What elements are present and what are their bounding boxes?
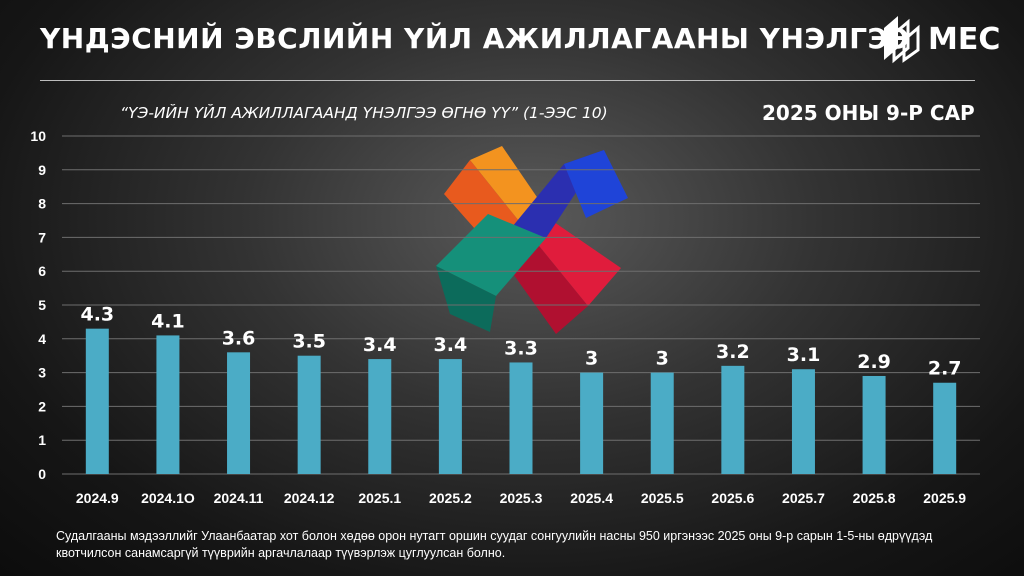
- data-label: 4.3: [80, 304, 114, 326]
- chart-period: 2025 ОНЫ 9-Р САР: [762, 101, 975, 125]
- y-tick-label: 0: [38, 466, 46, 482]
- survey-footnote: Судалгааны мэдээллийг Улаанбаатар хот бо…: [56, 529, 933, 560]
- mec-logo: MEC: [880, 10, 1010, 68]
- x-axis: 2024.9 2024.1O 2024.11 2024.12 2025.1 2025.2 2…: [76, 490, 966, 506]
- x-tick-label: 2025.8: [853, 490, 896, 506]
- data-labels: 4.3 4.1 3.6 3.5 3.4 3.4 3.3 3 3 3.2 3.1 2.9 2.7: [80, 304, 961, 380]
- x-tick-label: 2025.6: [711, 490, 754, 506]
- y-tick-label: 1: [38, 432, 46, 448]
- y-tick-label: 2: [38, 398, 46, 414]
- header-divider: [40, 80, 975, 81]
- bar: [862, 375, 886, 474]
- x-tick-label: 2024.9: [76, 490, 119, 506]
- bar: [721, 365, 745, 474]
- chart-title: “ҮЭ-ИЙН ҮЙЛ АЖИЛЛАГААНД ҮНЭЛГЭЭ ӨГНӨ ҮҮ”…: [120, 104, 608, 122]
- y-tick-label: 6: [38, 263, 46, 279]
- logo-mark-icon: [884, 16, 920, 64]
- data-label: 3.1: [787, 344, 821, 366]
- bar: [227, 352, 251, 474]
- x-tick-label: 2024.12: [284, 490, 335, 506]
- data-label: 2.9: [857, 351, 891, 373]
- data-label: 2.7: [928, 358, 962, 380]
- logo-text: MEC: [928, 22, 1001, 57]
- bar: [933, 382, 957, 474]
- bar: [156, 335, 180, 474]
- data-label: 3: [656, 348, 669, 370]
- data-label: 3: [585, 348, 598, 370]
- ribbon-cross-emblem-icon: [436, 146, 628, 334]
- y-tick-label: 8: [38, 196, 46, 212]
- x-tick-label: 2025.4: [570, 490, 613, 506]
- y-tick-label: 7: [38, 229, 46, 245]
- bar: [509, 362, 533, 474]
- data-label: 3.5: [292, 331, 326, 353]
- bar: [85, 328, 109, 474]
- bar: [580, 372, 604, 474]
- bar: [791, 369, 815, 474]
- data-label: 3.2: [716, 341, 750, 363]
- x-tick-label: 2024.11: [214, 490, 264, 506]
- y-tick-label: 9: [38, 162, 46, 178]
- x-tick-label: 2025.3: [500, 490, 543, 506]
- data-label: 3.4: [363, 334, 397, 356]
- bar: [368, 359, 392, 474]
- y-tick-label: 4: [38, 331, 46, 347]
- bar-chart: 0 1 2 3 4 5 6 7 8 9 10 4.3 4.1 3.6 3.5 3.4 3.4 3.3 3 3 3.2 3…: [30, 128, 980, 506]
- y-tick-label: 5: [38, 297, 46, 313]
- y-tick-label: 10: [30, 128, 46, 144]
- x-tick-label: 2025.2: [429, 490, 472, 506]
- x-tick-label: 2025.7: [782, 490, 825, 506]
- page-title: ҮНДЭСНИЙ ЭВСЛИЙН ҮЙЛ АЖИЛЛАГААНЫ ҮНЭЛГЭЭ: [40, 22, 910, 55]
- y-tick-label: 3: [38, 365, 46, 381]
- data-label: 3.6: [222, 327, 256, 349]
- x-tick-label: 2025.1: [358, 490, 401, 506]
- bar: [438, 359, 462, 474]
- x-tick-label: 2025.9: [923, 490, 966, 506]
- data-label: 4.1: [151, 310, 185, 332]
- y-axis: 0 1 2 3 4 5 6 7 8 9 10: [30, 128, 46, 482]
- data-label: 3.4: [434, 334, 468, 356]
- grid-lines: [62, 135, 980, 475]
- bar: [650, 372, 674, 474]
- x-tick-label: 2024.1O: [141, 490, 195, 506]
- bar: [297, 355, 321, 474]
- bars: [85, 328, 957, 474]
- x-tick-label: 2025.5: [641, 490, 684, 506]
- data-label: 3.3: [504, 337, 538, 359]
